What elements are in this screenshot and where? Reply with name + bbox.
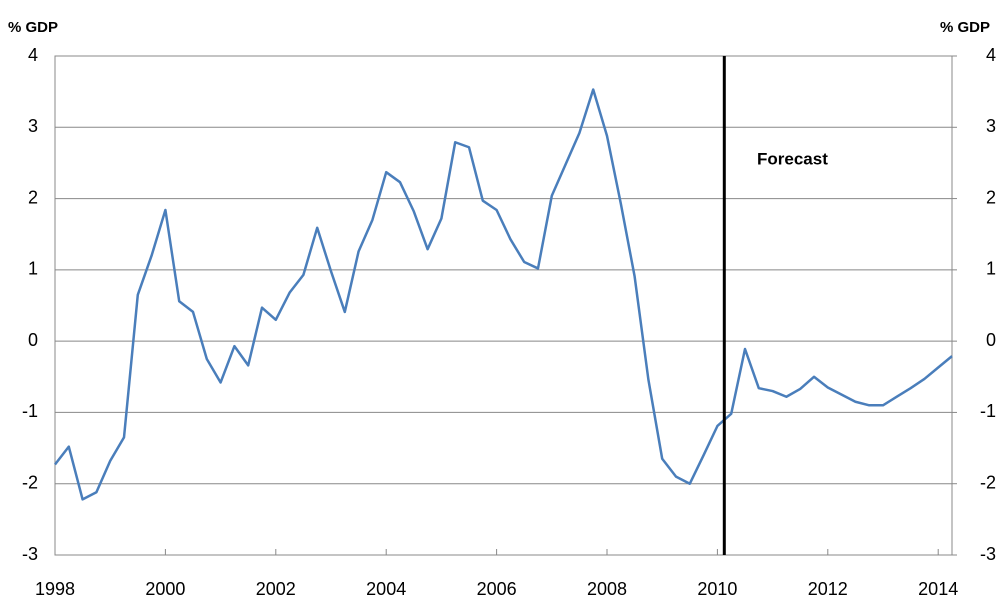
- x-tick-label: 2012: [808, 579, 848, 599]
- annotation: Forecast: [757, 149, 828, 168]
- x-tick-label: 2000: [145, 579, 185, 599]
- plot-area: [54, 55, 953, 556]
- y-tick-label: 4: [28, 45, 38, 65]
- x-tick-label: 2004: [366, 579, 406, 599]
- y-tick-label: 3: [28, 116, 38, 136]
- y2-axis-label: % GDP: [940, 19, 990, 36]
- x-tick-label: 2002: [256, 579, 296, 599]
- x-tick-label: 1998: [35, 579, 75, 599]
- y2-tick-label: -1: [980, 401, 996, 421]
- data-line: [54, 88, 953, 501]
- x-tick-label: 2014: [918, 579, 958, 599]
- y-tick-label: -2: [22, 472, 38, 492]
- x-tick-label: 2010: [697, 579, 737, 599]
- y2-tick-label: 4: [986, 45, 996, 65]
- x-tick-label: 2006: [477, 579, 517, 599]
- y-tick-label: 0: [28, 330, 38, 350]
- y-axis-label: % GDP: [8, 19, 58, 36]
- y-tick-label: 1: [28, 259, 38, 279]
- y-tick-label: 2: [28, 187, 38, 207]
- y2-tick-label: -2: [980, 472, 996, 492]
- y-tick-label: -3: [22, 544, 38, 564]
- y2-tick-label: 2: [986, 187, 996, 207]
- y2-tick-label: 3: [986, 116, 996, 136]
- y2-tick-label: -3: [980, 544, 996, 564]
- y2-tick-label: 1: [986, 259, 996, 279]
- y2-tick-label: 0: [986, 330, 996, 350]
- x-tick-label: 2008: [587, 579, 627, 599]
- y-tick-label: -1: [22, 401, 38, 421]
